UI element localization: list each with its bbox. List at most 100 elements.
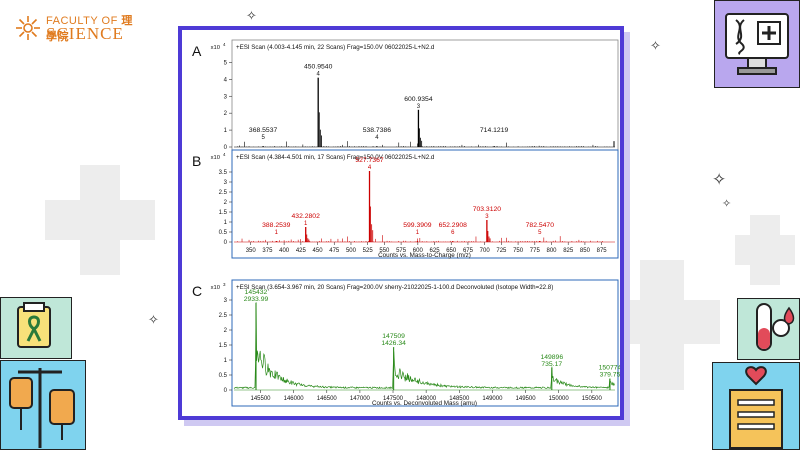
peak-mass-label: 147509 bbox=[382, 333, 405, 340]
y-tick-label: 1 bbox=[224, 358, 228, 364]
panel-letter: B bbox=[192, 153, 201, 169]
y-scale-exponent: 4 bbox=[223, 42, 226, 47]
peak-mz-label: 782.5470 bbox=[526, 222, 555, 229]
y-tick-label: 2 bbox=[224, 111, 228, 117]
peak-mz-label: 600.9354 bbox=[404, 96, 433, 103]
x-tick-label: 825 bbox=[563, 248, 574, 254]
panel-b-frame bbox=[231, 149, 619, 259]
logo-line-2: SCIENCE bbox=[46, 24, 124, 43]
deconvoluted-trace bbox=[233, 302, 615, 390]
y-tick-label: 3.5 bbox=[219, 170, 228, 176]
peak-mass-label: 150774 bbox=[599, 365, 620, 372]
x-axis-label: Counts vs. Deconvoluted Mass (amu) bbox=[372, 400, 477, 407]
peak-mz-label: 714.1219 bbox=[480, 127, 509, 134]
panel-a-frame bbox=[231, 39, 619, 151]
x-tick-label: 450 bbox=[313, 248, 324, 254]
x-tick-label: 146500 bbox=[317, 396, 338, 402]
logo-line-1: FACULTY OF 理學院 bbox=[46, 14, 133, 43]
x-tick-label: 148500 bbox=[449, 396, 470, 402]
peak-intensity-label: 379.75 bbox=[600, 372, 620, 379]
peak-mz-label: 652.2908 bbox=[439, 222, 468, 229]
peak-mz-label: 368.5537 bbox=[249, 127, 278, 134]
x-tick-label: 625 bbox=[430, 248, 441, 254]
x-tick-label: 550 bbox=[379, 248, 390, 254]
y-tick-label: 3 bbox=[224, 298, 228, 304]
x-tick-label: 850 bbox=[580, 248, 591, 254]
x-tick-label: 147000 bbox=[350, 396, 371, 402]
peak-charge-label: 1 bbox=[304, 221, 308, 227]
y-tick-label: 1 bbox=[224, 220, 228, 226]
peak-intensity-label: 2933.99 bbox=[244, 296, 269, 303]
x-tick-label: 150500 bbox=[582, 396, 603, 402]
x-tick-label: 149000 bbox=[482, 396, 503, 402]
x-tick-label: 875 bbox=[597, 248, 608, 254]
awareness-ribbon-calendar-icon bbox=[0, 297, 72, 359]
y-scale-exponent: 3 bbox=[223, 282, 226, 287]
x-tick-label: 350 bbox=[246, 248, 257, 254]
y-tick-label: 2 bbox=[224, 328, 228, 334]
y-tick-label: 0.5 bbox=[219, 373, 228, 379]
y-tick-label: 2.5 bbox=[219, 190, 228, 196]
x-tick-label: 750 bbox=[513, 248, 524, 254]
figure-frame: A +ESI Scan (4.003-4.145 min, 22 Scans) F… bbox=[178, 26, 624, 420]
x-tick-label: 650 bbox=[446, 248, 457, 254]
x-tick-label: 147500 bbox=[383, 396, 404, 402]
peak-charge-label: 5 bbox=[538, 230, 542, 236]
y-tick-label: 0 bbox=[224, 388, 228, 394]
peak-mass-label: 145432 bbox=[245, 289, 268, 296]
peak-charge-label: 4 bbox=[368, 165, 372, 171]
y-tick-label: 0.5 bbox=[219, 230, 228, 236]
panel-letter: A bbox=[192, 43, 202, 59]
x-tick-label: 725 bbox=[496, 248, 507, 254]
y-tick-label: 2 bbox=[224, 200, 228, 206]
y-tick-label: 2.5 bbox=[219, 313, 228, 319]
spectrum-title: +ESI Scan (3.654-3.967 min, 20 Scans) Fr… bbox=[236, 284, 553, 291]
x-tick-label: 675 bbox=[463, 248, 474, 254]
y-tick-label: 3 bbox=[224, 94, 228, 100]
peak-charge-label: 5 bbox=[261, 135, 265, 141]
y-scale-exponent: 4 bbox=[223, 152, 226, 157]
peak-mz-label: 450.9540 bbox=[304, 64, 333, 71]
y-scale-label: x10 bbox=[211, 155, 220, 161]
hospital-building-icon bbox=[712, 362, 800, 450]
dna-monitor-icon bbox=[714, 0, 800, 88]
x-tick-label: 145500 bbox=[250, 396, 271, 402]
x-tick-label: 146000 bbox=[284, 396, 305, 402]
peak-charge-label: 4 bbox=[317, 72, 321, 78]
x-tick-label: 500 bbox=[346, 248, 357, 254]
test-tube-icon bbox=[737, 298, 800, 360]
y-tick-label: 1.5 bbox=[219, 343, 228, 349]
sparkle-icon: ✧ bbox=[246, 9, 257, 24]
y-tick-label: 1 bbox=[224, 128, 228, 134]
x-tick-label: 525 bbox=[363, 248, 374, 254]
y-tick-label: 0 bbox=[224, 240, 228, 246]
iv-drip-icon bbox=[0, 360, 86, 450]
science-emblem-icon bbox=[16, 16, 40, 40]
panel-c-frame bbox=[231, 279, 619, 407]
sparkle-icon: ✧ bbox=[650, 39, 661, 54]
x-tick-label: 700 bbox=[480, 248, 491, 254]
peak-charge-label: 1 bbox=[416, 230, 420, 236]
background-cross bbox=[80, 165, 120, 275]
x-tick-label: 600 bbox=[413, 248, 424, 254]
y-tick-label: 4 bbox=[224, 77, 228, 83]
x-tick-label: 149500 bbox=[516, 396, 537, 402]
x-tick-label: 775 bbox=[530, 248, 541, 254]
x-tick-label: 800 bbox=[546, 248, 557, 254]
sparkle-icon: ✧ bbox=[712, 170, 727, 190]
peak-charge-label: 1 bbox=[275, 230, 279, 236]
y-scale-label: x10 bbox=[211, 285, 220, 291]
x-tick-label: 150000 bbox=[549, 396, 570, 402]
peak-mz-label: 527.7367 bbox=[355, 157, 384, 164]
y-scale-label: x10 bbox=[211, 45, 220, 51]
peak-mz-label: 538.7386 bbox=[363, 127, 392, 134]
peak-mz-label: 599.3909 bbox=[403, 222, 432, 229]
x-tick-label: 425 bbox=[296, 248, 307, 254]
peak-mz-label: 432.2802 bbox=[292, 213, 321, 220]
x-tick-label: 475 bbox=[329, 248, 340, 254]
peak-mz-label: 703.3120 bbox=[473, 206, 502, 213]
spectrum-title: +ESI Scan (4.384-4.501 min, 17 Scans) Fr… bbox=[236, 154, 435, 161]
peak-charge-label: 6 bbox=[451, 230, 455, 236]
sparkle-icon: ✧ bbox=[722, 197, 732, 210]
sparkle-icon: ✧ bbox=[148, 313, 159, 328]
